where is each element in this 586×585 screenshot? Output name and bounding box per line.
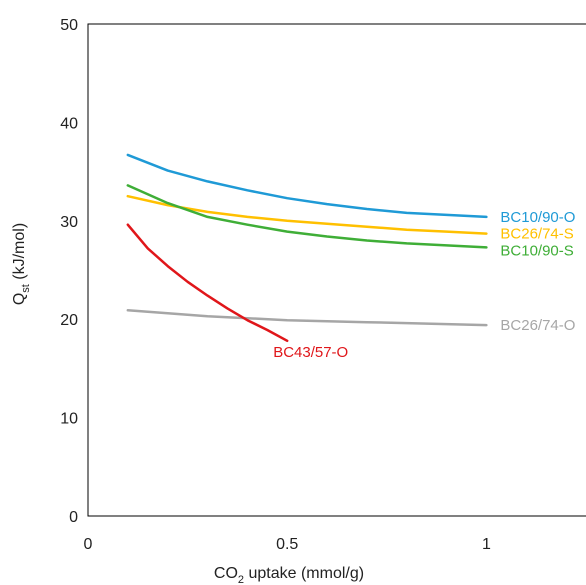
y-tick-label: 50 [60,17,78,34]
series-label-2: BC26/74-S [500,226,573,243]
series-label-4: BC26/74-O [500,317,575,334]
x-tick-label: 0 [84,536,93,553]
y-tick-label: 10 [60,411,78,428]
y-axis-title: Qst (kJ/mol) [11,223,32,305]
series-line-4 [126,309,488,327]
x-axis-ticks: 0 0.5 1 [84,536,491,553]
series-line-1 [126,153,488,219]
series-line-2 [126,194,488,235]
y-tick-label: 20 [60,312,78,329]
y-tick-label: 0 [69,509,78,526]
series-line-5 [126,223,289,343]
x-tick-label: 0.5 [276,536,298,553]
y-tick-label: 30 [60,214,78,231]
x-tick-label: 1 [482,536,491,553]
x-axis-title: CO2 uptake (mmol/g) [214,565,364,585]
series-line-3 [126,184,488,249]
series-label-3: BC10/90-S [500,242,573,259]
series-label-5: BC43/57-O [273,344,348,361]
y-axis-ticks: 0 10 20 30 40 50 [60,17,78,526]
y-tick-label: 40 [60,115,78,132]
plot-area [87,23,586,517]
series-lines [126,153,488,343]
series-label-1: BC10/90-O [500,209,575,226]
